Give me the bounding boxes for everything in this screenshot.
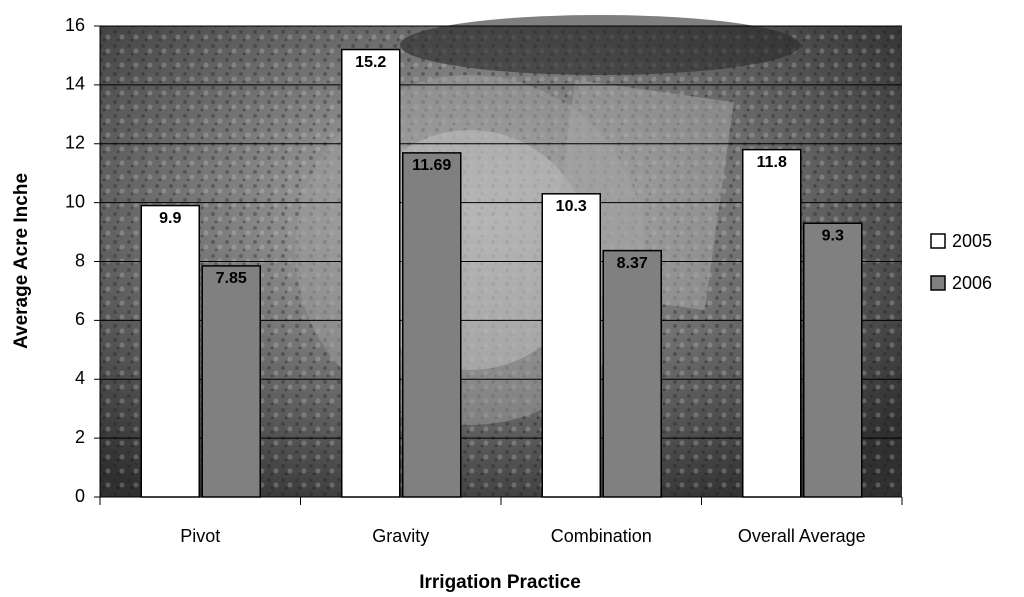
- y-tick-label: 14: [65, 74, 85, 94]
- y-tick-label: 2: [75, 427, 85, 447]
- y-tick-label: 4: [75, 368, 85, 388]
- y-tick-label: 0: [75, 486, 85, 506]
- data-label: 15.2: [355, 54, 386, 71]
- data-label: 9.3: [822, 227, 844, 244]
- x-tick-label: Overall Average: [738, 526, 866, 546]
- y-tick-label: 6: [75, 309, 85, 329]
- y-axis-title: Average Acre Inche: [11, 173, 32, 349]
- bar: [341, 48, 401, 498]
- legend: 2005 2006: [930, 231, 992, 293]
- bar: [402, 152, 462, 498]
- legend-swatch: [930, 275, 946, 291]
- bar: [602, 249, 662, 498]
- legend-label: 2006: [952, 273, 992, 293]
- data-label: 10.3: [556, 198, 587, 215]
- bar: [541, 193, 601, 498]
- x-tick-label: Combination: [551, 526, 652, 546]
- x-tick-label: Gravity: [372, 526, 429, 546]
- y-tick-label: 16: [65, 15, 85, 35]
- bars: 9.9 7.85 15.2 11.69 10.3 8.37 11.8 9.3: [140, 48, 863, 498]
- bar: [201, 265, 261, 498]
- data-label: 11.69: [412, 157, 451, 174]
- bar: [803, 222, 863, 498]
- data-label: 11.8: [757, 154, 787, 171]
- y-tick-label: 10: [65, 191, 85, 211]
- legend-label: 2005: [952, 231, 992, 251]
- legend-swatch: [930, 233, 946, 249]
- data-label: 7.85: [216, 270, 247, 287]
- y-tick-label: 12: [65, 133, 85, 153]
- x-tick-label: Pivot: [180, 526, 220, 546]
- data-label: 9.9: [159, 210, 181, 227]
- bar: [140, 204, 200, 498]
- y-tick-label: 8: [75, 250, 85, 270]
- bar: [742, 148, 802, 498]
- data-label: 8.37: [617, 255, 648, 272]
- x-axis-title: Irrigation Practice: [419, 572, 581, 593]
